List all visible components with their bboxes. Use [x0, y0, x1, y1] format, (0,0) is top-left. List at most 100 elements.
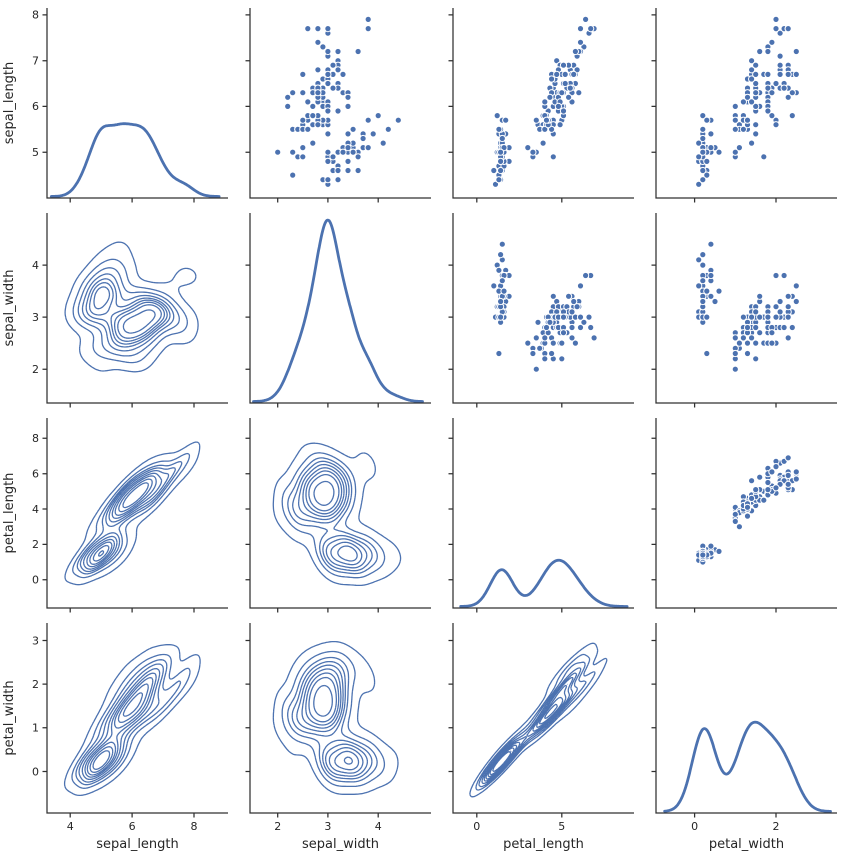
- data-point: [524, 339, 532, 347]
- data-point: [314, 38, 322, 46]
- data-point: [495, 349, 503, 358]
- data-point: [549, 339, 557, 347]
- data-point: [768, 339, 776, 347]
- xlabel-sepal_width: sepal_width: [302, 837, 379, 852]
- data-point: [329, 84, 337, 92]
- data-point: [776, 52, 784, 60]
- data-point: [764, 107, 772, 115]
- data-point: [703, 313, 711, 321]
- data-point: [536, 344, 544, 352]
- data-point: [497, 251, 505, 259]
- data-point: [532, 365, 540, 373]
- data-point: [731, 102, 739, 111]
- data-point: [752, 339, 760, 347]
- x-tick-label: 5: [558, 820, 565, 833]
- tick-marks: [245, 437, 379, 613]
- panel-petal_width-vs-sepal_width: 2 3 4: [245, 623, 431, 833]
- data-point: [339, 70, 347, 79]
- data-point: [369, 130, 377, 138]
- y-tick-label: 0: [32, 574, 39, 587]
- data-point: [748, 494, 756, 502]
- y-tick-label: 2: [32, 363, 39, 376]
- axis-spines: [46, 8, 228, 199]
- data-point: [299, 153, 307, 161]
- data-point: [497, 166, 505, 175]
- data-point: [707, 144, 715, 152]
- data-point: [324, 130, 332, 138]
- data-point: [703, 116, 711, 124]
- data-point: [559, 61, 568, 69]
- data-point: [752, 61, 760, 69]
- data-point: [776, 29, 784, 37]
- data-point: [565, 93, 573, 101]
- data-point: [792, 475, 800, 483]
- panel-sepal_width-vs-sepal_length: 2 3 4: [32, 213, 228, 408]
- tick-marks: [42, 639, 195, 818]
- axis-spines: [249, 213, 431, 404]
- data-point: [319, 43, 327, 51]
- data-point: [299, 70, 307, 79]
- data-point: [748, 57, 756, 65]
- data-point: [780, 271, 788, 280]
- data-point: [541, 355, 549, 363]
- data-point: [334, 166, 342, 175]
- data-point: [364, 116, 372, 124]
- data-point: [546, 318, 554, 326]
- y-tick-label: 3: [32, 634, 39, 647]
- data-point: [570, 70, 578, 79]
- data-point: [715, 547, 723, 556]
- data-point: [756, 313, 764, 321]
- data-point: [748, 477, 756, 485]
- data-point: [565, 292, 573, 300]
- panel-sepal_width-vs-sepal_width: [245, 213, 431, 408]
- data-point: [792, 70, 800, 79]
- data-point: [772, 121, 780, 129]
- data-point: [497, 157, 505, 165]
- data-point: [495, 176, 503, 184]
- data-point: [752, 121, 760, 129]
- data-point: [752, 102, 760, 111]
- data-point: [792, 47, 800, 56]
- data-point: [699, 125, 707, 133]
- data-point: [760, 153, 768, 161]
- data-point: [784, 292, 792, 300]
- data-point: [784, 471, 792, 479]
- ylabel-sepal_width: sepal_width: [2, 270, 17, 347]
- data-point: [554, 102, 563, 111]
- data-point: [309, 112, 317, 120]
- axis-spines: [452, 8, 634, 199]
- data-point: [309, 102, 317, 111]
- tick-marks: [448, 264, 563, 408]
- data-point: [768, 89, 776, 97]
- data-point: [703, 157, 711, 165]
- data-point: [695, 282, 703, 290]
- data-point: [541, 334, 549, 342]
- data-point: [792, 297, 800, 306]
- data-point: [324, 148, 332, 156]
- data-point: [498, 277, 506, 285]
- data-point: [699, 251, 707, 259]
- data-point: [784, 70, 792, 79]
- data-point: [735, 144, 744, 152]
- data-point: [752, 355, 760, 363]
- panel-sepal_length-vs-petal_width: [651, 8, 837, 203]
- tick-marks: [651, 437, 777, 613]
- y-tick-label: 3: [32, 311, 39, 324]
- panel-petal_length-vs-sepal_length: 0 2 4 6 8: [32, 418, 228, 613]
- x-tick-label: 8: [191, 820, 198, 833]
- axis-spines: [452, 213, 634, 404]
- data-point: [788, 89, 796, 97]
- data-point: [556, 121, 564, 129]
- data-point: [558, 355, 566, 363]
- data-point: [374, 112, 382, 120]
- data-point: [788, 323, 796, 332]
- axis-spines: [452, 623, 634, 814]
- axis-spines: [46, 213, 228, 404]
- x-tick-label: 3: [324, 820, 331, 833]
- data-point: [748, 334, 756, 342]
- data-point: [776, 70, 784, 79]
- data-point: [304, 25, 312, 33]
- data-point: [748, 313, 756, 321]
- data-point: [576, 282, 585, 290]
- data-point: [546, 93, 554, 101]
